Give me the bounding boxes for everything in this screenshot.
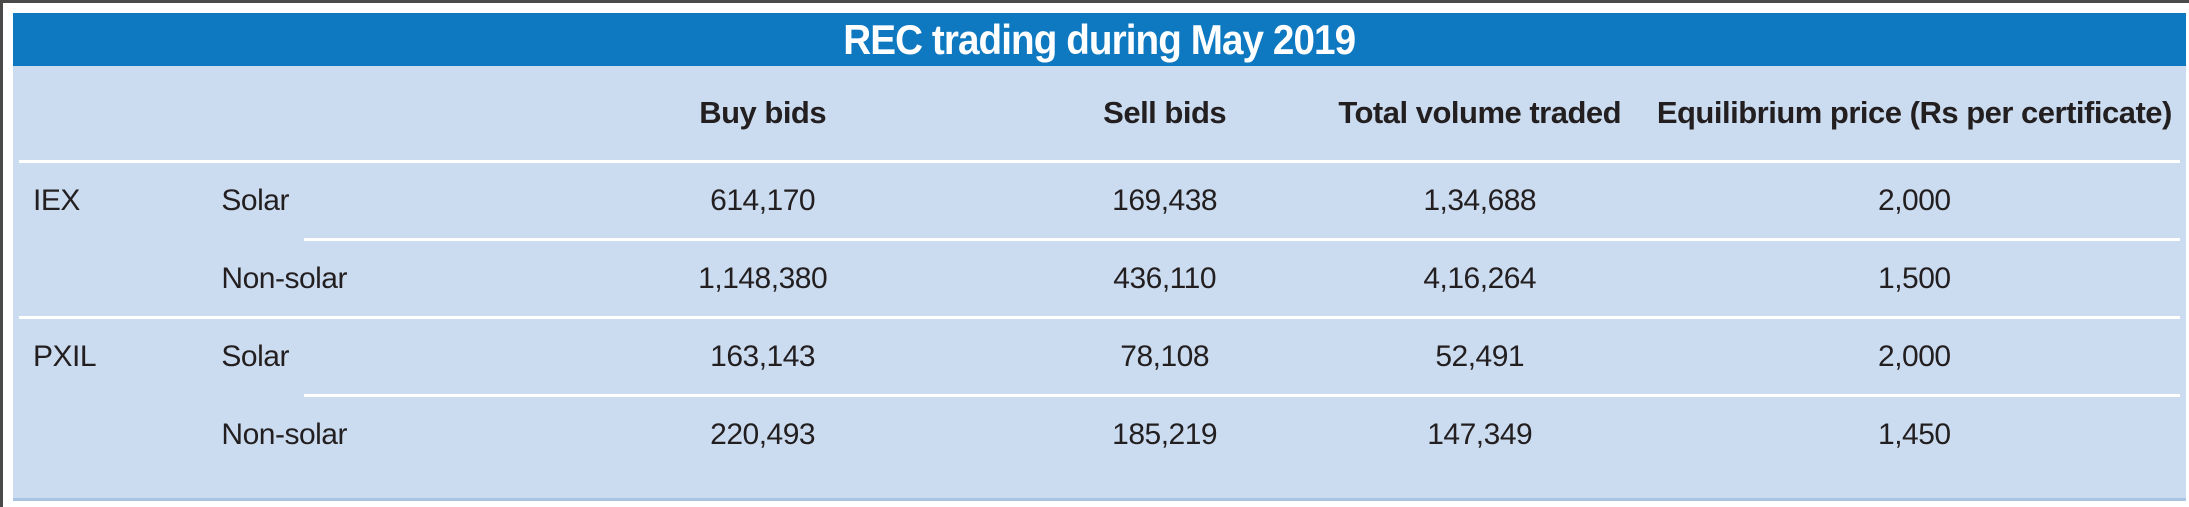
cell-buy-bids: 220,493: [710, 417, 816, 451]
cell-sell-bids: 169,438: [1112, 183, 1218, 217]
row-separator: [304, 238, 2180, 241]
table-row-iex-non-solar: Non-solar 1,148,380 436,110 4,16,264 1,5…: [13, 241, 2186, 316]
rec-trading-table: Buy bids Sell bids Total volume traded E…: [13, 66, 2186, 501]
table-row-pxil-non-solar: Non-solar 220,493 185,219 147,349 1,450: [13, 397, 2186, 472]
row-separator: [19, 316, 2180, 319]
cell-sell-bids: 185,219: [1112, 417, 1218, 451]
table-row-pxil-solar: PXIL Solar 163,143 78,108 52,491 2,000: [13, 319, 2186, 394]
cell-total-volume: 147,349: [1427, 417, 1533, 451]
table-title: REC trading during May 2019: [843, 15, 1357, 63]
table-title-bar: REC trading during May 2019: [13, 13, 2186, 66]
cell-buy-bids: 614,170: [710, 183, 816, 217]
cell-total-volume: 1,34,688: [1423, 183, 1537, 217]
header-cell-buy-bids: Buy bids: [699, 95, 827, 130]
cell-segment: Non-solar: [221, 417, 347, 451]
cell-equilibrium-price: 2,000: [1878, 339, 1951, 373]
cell-sell-bids: 78,108: [1120, 339, 1210, 373]
cell-buy-bids: 1,148,380: [698, 261, 828, 295]
cell-buy-bids: 163,143: [710, 339, 816, 373]
cell-equilibrium-price: 2,000: [1878, 183, 1951, 217]
header-cell-total-volume-traded: Total volume traded: [1338, 95, 1622, 130]
table-row-iex-solar: IEX Solar 614,170 169,438 1,34,688 2,000: [13, 163, 2186, 238]
cell-total-volume: 52,491: [1435, 339, 1525, 373]
cell-segment: Solar: [221, 339, 289, 373]
cell-equilibrium-price: 1,450: [1878, 417, 1951, 451]
row-separator: [19, 160, 2180, 163]
header-cell-sell-bids: Sell bids: [1103, 95, 1227, 130]
cell-total-volume: 4,16,264: [1423, 261, 1537, 295]
row-separator: [304, 394, 2180, 397]
cell-exchange: PXIL: [33, 339, 97, 373]
cell-equilibrium-price: 1,500: [1878, 261, 1951, 295]
cell-sell-bids: 436,110: [1113, 261, 1217, 295]
cell-segment: Non-solar: [221, 261, 347, 295]
cell-exchange: IEX: [33, 183, 80, 217]
header-cell-equilibrium-price: Equilibrium price (Rs per certificate): [1656, 95, 2173, 130]
rec-trading-table-card: REC trading during May 2019 Buy bids Sel…: [13, 13, 2186, 501]
table-header-row: Buy bids Sell bids Total volume traded E…: [13, 66, 2186, 160]
cell-segment: Solar: [221, 183, 289, 217]
